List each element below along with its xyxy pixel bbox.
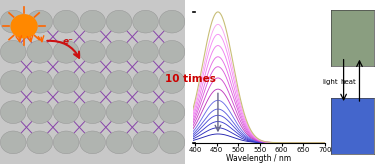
- Circle shape: [53, 10, 79, 33]
- Circle shape: [0, 101, 26, 123]
- Circle shape: [0, 71, 26, 93]
- Circle shape: [106, 10, 132, 33]
- Circle shape: [53, 131, 79, 154]
- Circle shape: [0, 10, 26, 33]
- Circle shape: [106, 131, 132, 154]
- Circle shape: [27, 41, 53, 63]
- X-axis label: Wavelength / nm: Wavelength / nm: [226, 154, 291, 163]
- Circle shape: [27, 101, 53, 123]
- Circle shape: [159, 101, 185, 123]
- Circle shape: [106, 71, 132, 93]
- Circle shape: [159, 10, 185, 33]
- Circle shape: [133, 10, 158, 33]
- Circle shape: [0, 41, 26, 63]
- Circle shape: [80, 41, 105, 63]
- Text: light: light: [322, 79, 338, 85]
- Circle shape: [80, 10, 105, 33]
- Circle shape: [53, 41, 79, 63]
- Circle shape: [27, 131, 53, 154]
- Circle shape: [159, 41, 185, 63]
- Circle shape: [11, 15, 37, 38]
- Circle shape: [80, 71, 105, 93]
- Circle shape: [133, 41, 158, 63]
- Text: heat: heat: [340, 79, 356, 85]
- Circle shape: [106, 101, 132, 123]
- Text: 10 times: 10 times: [166, 74, 216, 84]
- Circle shape: [133, 101, 158, 123]
- Text: e⁻: e⁻: [63, 37, 74, 46]
- Circle shape: [53, 101, 79, 123]
- Circle shape: [133, 71, 158, 93]
- Circle shape: [80, 101, 105, 123]
- Circle shape: [159, 131, 185, 154]
- Circle shape: [106, 41, 132, 63]
- Circle shape: [80, 131, 105, 154]
- Circle shape: [27, 71, 53, 93]
- Circle shape: [53, 71, 79, 93]
- Circle shape: [159, 71, 185, 93]
- Circle shape: [0, 131, 26, 154]
- Circle shape: [133, 131, 158, 154]
- Circle shape: [27, 10, 53, 33]
